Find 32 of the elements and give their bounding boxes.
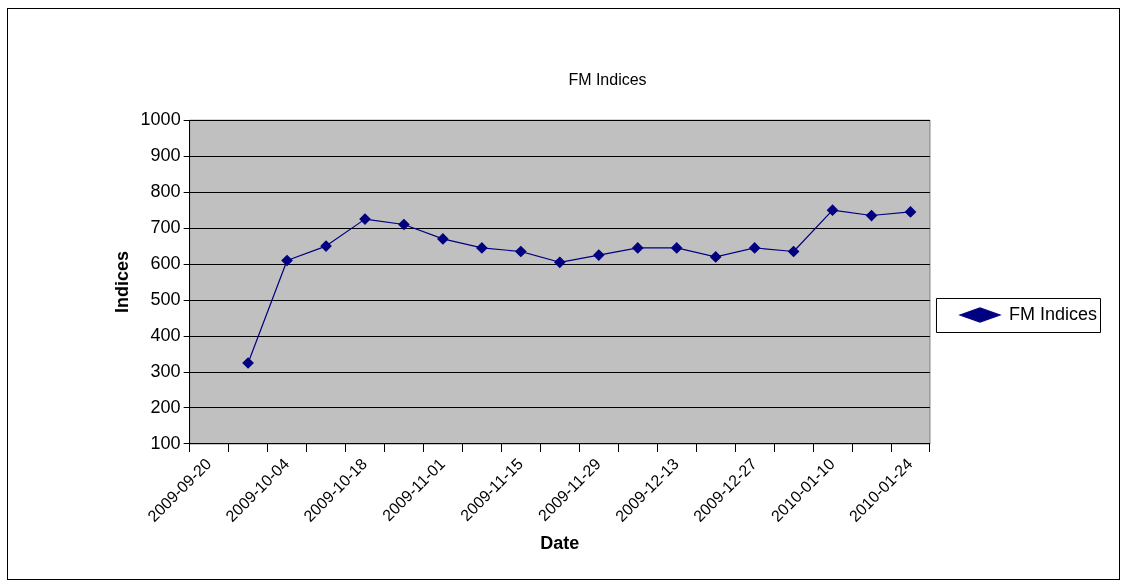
point [437, 233, 449, 245]
point [749, 242, 761, 254]
point [593, 249, 605, 261]
point [710, 251, 722, 263]
point [788, 245, 800, 258]
y-axis-title: Indices [111, 251, 132, 314]
y-tick-label: 300 [150, 360, 181, 381]
point [320, 240, 332, 252]
point [865, 209, 878, 222]
point [554, 256, 566, 268]
point [904, 206, 917, 218]
point [632, 242, 644, 254]
y-tick-label: 600 [150, 253, 181, 274]
point [476, 242, 488, 254]
point [359, 213, 371, 225]
point [242, 357, 254, 369]
y-tick-label: 100 [150, 432, 181, 453]
point [398, 218, 410, 231]
y-tick-label: 900 [150, 145, 181, 166]
y-tick-label: 700 [150, 217, 181, 238]
legend-label: FM Indices [1008, 303, 1098, 324]
y-tick-label: 1000 [140, 109, 181, 130]
point [671, 242, 683, 254]
chart-title: FM Indices [568, 71, 647, 89]
point [281, 254, 293, 267]
point [515, 245, 527, 258]
y-tick-label: 400 [150, 325, 181, 345]
y-tick-label: 200 [150, 396, 181, 417]
point [826, 204, 839, 216]
y-tick-label: 800 [150, 181, 181, 202]
x-axis-title: Date [540, 533, 580, 554]
y-tick-label: 500 [150, 289, 181, 310]
